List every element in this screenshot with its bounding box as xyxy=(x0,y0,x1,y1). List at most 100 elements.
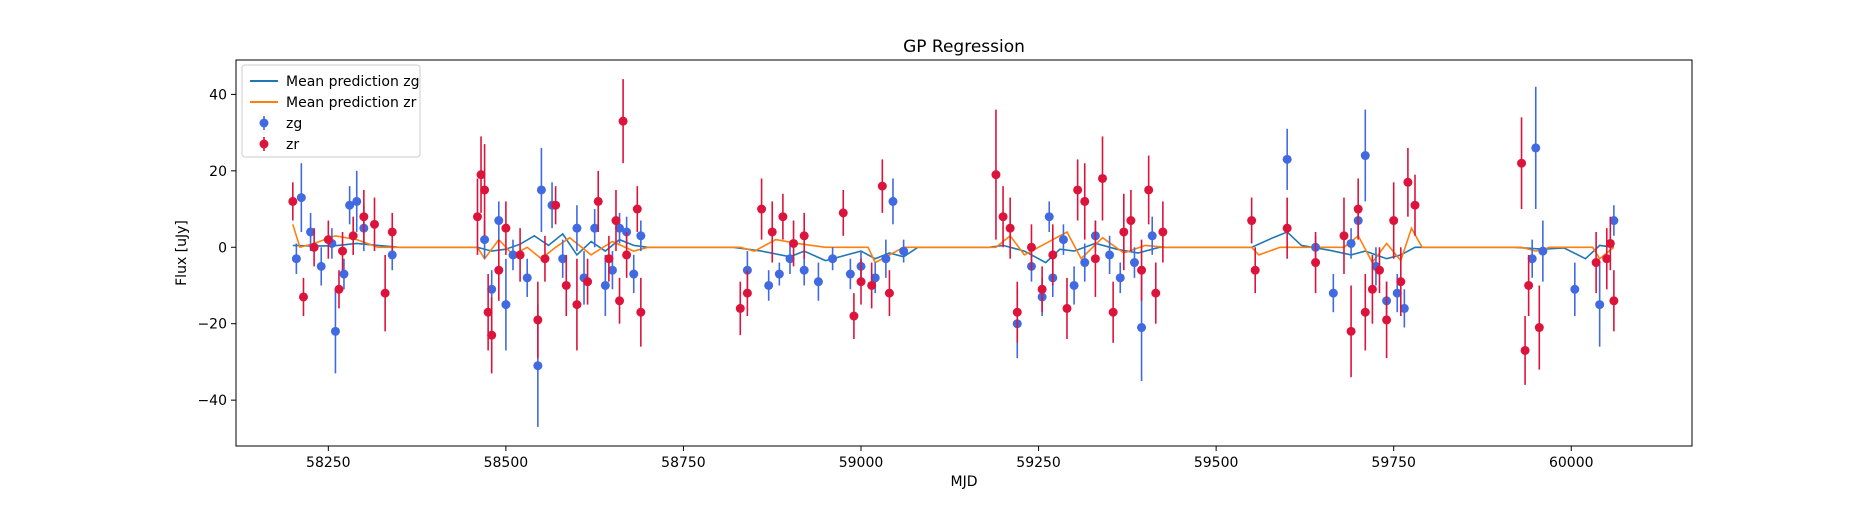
x-tick-label: 58250 xyxy=(306,455,351,471)
data-point xyxy=(743,289,752,298)
data-point xyxy=(899,247,908,256)
data-point xyxy=(516,250,525,259)
data-point xyxy=(1403,178,1412,187)
data-point xyxy=(324,235,333,244)
data-point xyxy=(523,273,532,282)
data-point xyxy=(1148,231,1157,240)
legend-point-swatch xyxy=(260,140,269,149)
legend-label: Mean prediction zg xyxy=(286,74,420,90)
data-point xyxy=(540,254,549,263)
y-tick-label: 40 xyxy=(209,87,227,103)
data-point xyxy=(1151,289,1160,298)
x-tick-label: 59250 xyxy=(1016,455,1061,471)
data-point xyxy=(388,250,397,259)
data-point xyxy=(629,270,638,279)
data-point xyxy=(800,266,809,275)
data-point xyxy=(846,270,855,279)
data-point xyxy=(1595,300,1604,309)
data-point xyxy=(768,227,777,236)
data-point xyxy=(1013,308,1022,317)
x-tick-label: 59000 xyxy=(839,455,884,471)
data-point xyxy=(633,205,642,214)
data-point xyxy=(1119,227,1128,236)
data-point xyxy=(1535,323,1544,332)
data-point xyxy=(867,281,876,290)
data-point xyxy=(1283,155,1292,164)
data-point xyxy=(551,201,560,210)
data-point xyxy=(288,197,297,206)
data-point xyxy=(604,254,613,263)
data-point xyxy=(1329,289,1338,298)
data-point xyxy=(1073,185,1082,194)
data-point xyxy=(1283,224,1292,233)
data-point xyxy=(1105,250,1114,259)
data-point xyxy=(339,270,348,279)
data-point xyxy=(622,250,631,259)
data-point xyxy=(1080,258,1089,267)
data-point xyxy=(1411,201,1420,210)
data-point xyxy=(1361,308,1370,317)
data-point xyxy=(1538,247,1547,256)
data-point xyxy=(789,239,798,248)
data-point xyxy=(501,224,510,233)
data-point xyxy=(533,361,542,370)
legend-label: zr xyxy=(286,137,299,153)
data-point xyxy=(1524,281,1533,290)
data-point xyxy=(572,224,581,233)
data-point xyxy=(1091,254,1100,263)
data-point xyxy=(778,212,787,221)
data-point xyxy=(1006,224,1015,233)
data-point xyxy=(1116,273,1125,282)
data-point xyxy=(1531,143,1540,152)
data-point xyxy=(1311,258,1320,267)
x-tick-label: 58750 xyxy=(661,455,706,471)
data-point xyxy=(1144,185,1153,194)
data-point xyxy=(494,216,503,225)
data-point xyxy=(1354,205,1363,214)
data-point xyxy=(299,292,308,301)
data-point xyxy=(999,212,1008,221)
legend-point-swatch xyxy=(260,119,269,128)
data-point xyxy=(334,285,343,294)
data-point xyxy=(292,254,301,263)
data-point xyxy=(839,208,848,217)
data-point xyxy=(1375,266,1384,275)
data-point xyxy=(1109,308,1118,317)
data-point xyxy=(885,289,894,298)
data-point xyxy=(736,304,745,313)
x-tick-label: 60000 xyxy=(1549,455,1594,471)
y-axis-label: Flux [uJy] xyxy=(174,220,190,286)
data-point xyxy=(317,262,326,271)
data-point xyxy=(814,277,823,286)
data-point xyxy=(615,296,624,305)
data-point xyxy=(849,312,858,321)
x-tick-label: 59500 xyxy=(1194,455,1239,471)
data-point xyxy=(881,254,890,263)
data-point xyxy=(349,231,358,240)
y-tick-label: 20 xyxy=(209,164,227,180)
chart-title: GP Regression xyxy=(903,37,1025,57)
data-point xyxy=(1251,266,1260,275)
data-point xyxy=(1609,296,1618,305)
data-point xyxy=(1396,277,1405,286)
data-point xyxy=(1137,266,1146,275)
data-point xyxy=(388,227,397,236)
data-point xyxy=(537,185,546,194)
data-point xyxy=(1158,227,1167,236)
y-tick-label: −20 xyxy=(197,317,227,333)
data-point xyxy=(636,231,645,240)
data-point xyxy=(1368,285,1377,294)
data-point xyxy=(1517,159,1526,168)
data-point xyxy=(572,300,581,309)
data-point xyxy=(991,170,1000,179)
x-axis-label: MJD xyxy=(951,474,978,490)
data-point xyxy=(1137,323,1146,332)
data-point xyxy=(1347,239,1356,248)
data-point xyxy=(1130,258,1139,267)
data-point xyxy=(1059,235,1068,244)
data-point xyxy=(533,315,542,324)
data-point xyxy=(359,212,368,221)
data-point xyxy=(370,220,379,229)
